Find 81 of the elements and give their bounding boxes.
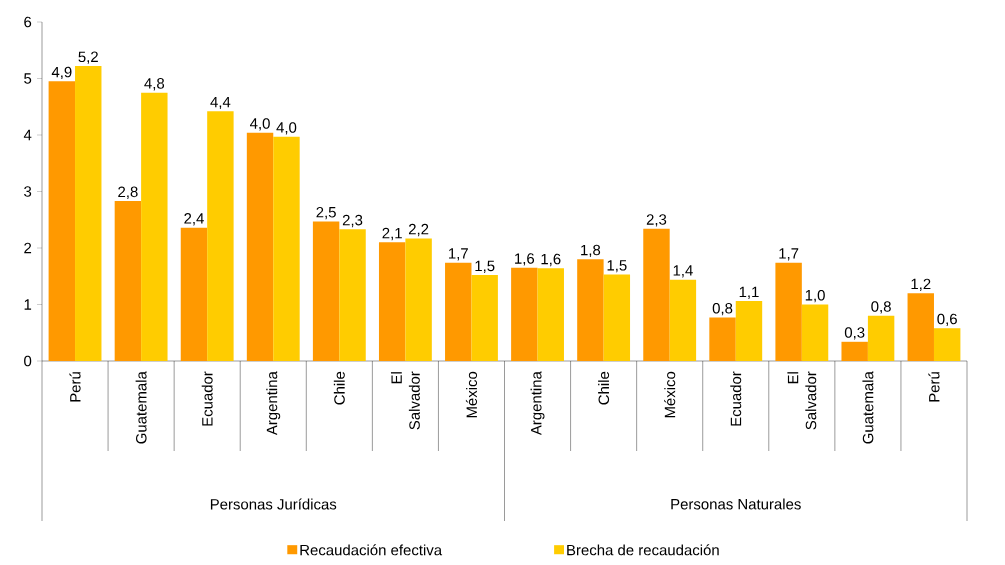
bar xyxy=(801,304,829,361)
bar xyxy=(471,275,498,361)
bar xyxy=(841,341,868,361)
y-tick-label: 3 xyxy=(24,186,32,197)
x-tick-label: Guatemala xyxy=(862,371,874,444)
text: Personas Naturales xyxy=(671,498,801,510)
bar xyxy=(141,92,168,361)
data-label: 1,5 xyxy=(607,260,627,273)
bar xyxy=(867,315,895,361)
y-tick-label: 5 xyxy=(24,73,32,84)
data-label: 0,3 xyxy=(844,327,865,340)
bar xyxy=(75,66,102,361)
data-label: 2,4 xyxy=(184,213,204,226)
data-label: 4,9 xyxy=(51,66,72,80)
bar xyxy=(907,293,934,361)
bar xyxy=(405,238,432,361)
y-tick-label: 0 xyxy=(24,355,32,367)
bar xyxy=(669,279,697,361)
data-label: 2,3 xyxy=(342,214,363,228)
bar xyxy=(246,132,274,361)
bar xyxy=(775,262,802,361)
data-label: 4,0 xyxy=(276,122,297,135)
bar xyxy=(378,242,406,361)
bar xyxy=(180,227,208,361)
bar xyxy=(735,301,763,361)
x-tick-label: Argentina xyxy=(266,371,281,436)
x-tick-label: Chile xyxy=(598,371,610,405)
data-label: 1,5 xyxy=(475,260,495,273)
data-label: 0,8 xyxy=(712,302,733,316)
bar xyxy=(577,259,604,361)
data-label: 4,0 xyxy=(249,118,270,131)
data-label: 1,0 xyxy=(805,289,825,303)
x-tick-label: Ecuador xyxy=(201,371,213,426)
data-label: 1,8 xyxy=(581,244,601,258)
bar xyxy=(603,274,631,361)
data-label: 1,1 xyxy=(739,286,759,299)
y-tick-label: 2 xyxy=(24,242,32,254)
data-label: 1,4 xyxy=(673,265,693,278)
x-tick-label: Ecuador xyxy=(730,371,742,426)
data-label: 2,2 xyxy=(408,223,429,237)
data-label: 1,7 xyxy=(449,248,468,261)
x-tick-label: Perú xyxy=(928,372,940,402)
bar xyxy=(114,201,142,361)
x-tick-label: Guatemala xyxy=(135,371,147,444)
data-label: 2,5 xyxy=(316,206,336,220)
bar xyxy=(511,267,538,361)
x-tick-label: México xyxy=(465,371,478,418)
x-tick-label: El Salvador xyxy=(787,371,817,430)
data-label: 5,2 xyxy=(78,51,98,64)
data-label: 4,4 xyxy=(210,96,231,110)
x-tick-label: Argentina xyxy=(530,371,545,436)
x-tick-label: El Salvador xyxy=(390,371,420,430)
data-label: 2,8 xyxy=(118,186,138,199)
bar xyxy=(933,328,961,361)
data-label: 2,1 xyxy=(382,227,402,241)
bar xyxy=(709,317,736,361)
text: Personas Jurídicas xyxy=(210,498,337,510)
y-tick-label: 1 xyxy=(24,299,32,310)
bar xyxy=(273,136,300,361)
data-label: 1,2 xyxy=(911,278,931,291)
data-label: 1,6 xyxy=(515,253,535,266)
x-tick-label: Chile xyxy=(333,371,345,405)
bar xyxy=(445,262,472,361)
data-label: 2,3 xyxy=(646,214,667,227)
x-tick-label: México xyxy=(664,371,676,418)
bar xyxy=(207,111,234,361)
data-label: 1,7 xyxy=(779,248,799,261)
data-label: 0,6 xyxy=(937,313,957,327)
data-label: 1,6 xyxy=(541,253,561,267)
legend-label: Brecha de recaudación xyxy=(567,544,719,556)
legend-label: Recaudación efectiva xyxy=(300,544,443,556)
data-label: 0,8 xyxy=(871,301,891,314)
bar xyxy=(339,229,366,361)
bar xyxy=(643,228,670,361)
y-tick-label: 6 xyxy=(24,16,32,28)
bar xyxy=(312,221,340,361)
x-tick-label: Perú xyxy=(69,372,81,402)
bar xyxy=(48,81,76,361)
data-label: 4,8 xyxy=(144,78,165,91)
bar xyxy=(537,268,564,361)
y-tick-label: 4 xyxy=(23,129,32,141)
